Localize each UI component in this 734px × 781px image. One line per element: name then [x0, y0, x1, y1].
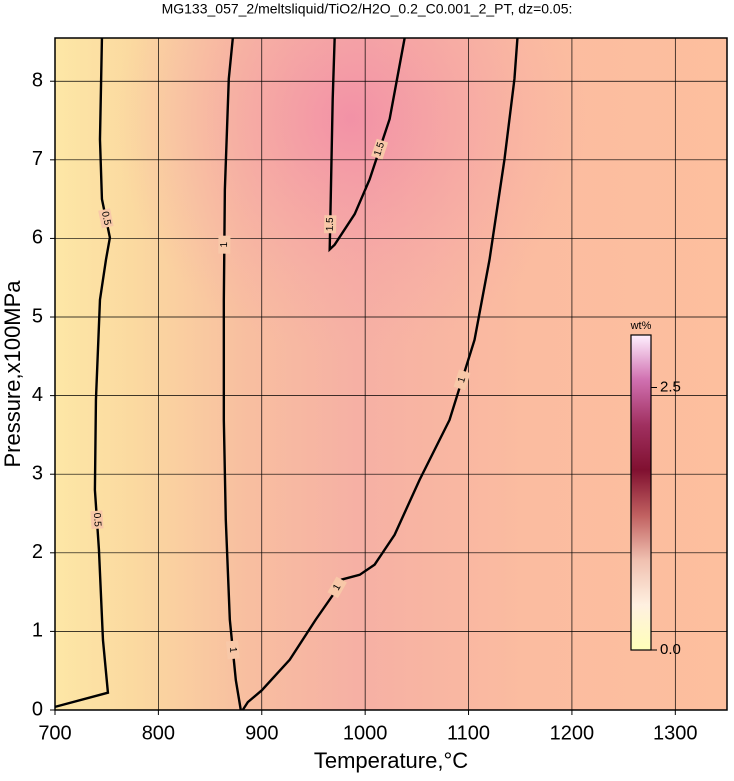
- x-tick-label: 800: [142, 722, 175, 744]
- contour-label-bg: [90, 510, 104, 530]
- colorbar-tick-label: 2.5: [660, 378, 681, 395]
- contour-label-bg: [327, 576, 347, 599]
- contour-label-bg: [98, 208, 114, 229]
- contour-label: 0.5: [99, 210, 113, 226]
- contour-label: 1.5: [372, 141, 387, 158]
- contour-label-bg: [225, 640, 240, 660]
- y-tick-label: 8: [32, 70, 43, 92]
- y-tick-label: 2: [32, 541, 43, 563]
- field-highlight: [55, 38, 727, 710]
- x-tick-label: 1200: [550, 722, 595, 744]
- contour-label-bg: [324, 215, 337, 234]
- x-tick-label: 1300: [653, 722, 698, 744]
- y-tick-label: 5: [32, 305, 43, 327]
- colorbar: [630, 334, 652, 651]
- contour-line: [222, 37, 242, 711]
- x-tick-label: 1100: [447, 722, 490, 744]
- contour-line: [241, 37, 519, 711]
- colorbar-title: wt%: [630, 320, 652, 332]
- y-tick-label: 4: [32, 384, 43, 406]
- x-axis-label: Temperature,°C: [314, 748, 468, 773]
- y-axis-label: Pressure,x100MPa: [0, 280, 25, 468]
- plot-frame: [54, 37, 728, 711]
- y-tick-label: 7: [32, 148, 43, 170]
- y-tick-label: 3: [32, 462, 43, 484]
- contour-label-bg: [218, 235, 231, 254]
- chart-title: MG133_057_2/meltsliquid/TiO2/H2O_0.2_C0.…: [162, 1, 573, 17]
- contour-label: 1.5: [325, 217, 336, 232]
- x-tick-label: 900: [245, 722, 278, 744]
- y-tick-label: 0: [32, 698, 43, 720]
- contour-label: 1: [456, 375, 468, 384]
- contour-line: [54, 37, 112, 709]
- colorbar-tick-label: 0.0: [660, 641, 681, 658]
- contour-label: 1: [227, 647, 239, 654]
- contour-label: 1: [219, 241, 230, 247]
- contour-label: 1: [331, 582, 344, 593]
- contour-line: [328, 37, 406, 253]
- y-tick-label: 1: [32, 620, 43, 642]
- x-tick-label: 700: [38, 722, 71, 744]
- contour-label: 0.5: [91, 512, 103, 527]
- contour-label-bg: [453, 369, 471, 391]
- y-tick-label: 6: [32, 227, 43, 249]
- contour-label-bg: [371, 138, 389, 160]
- x-tick-label: 1000: [343, 722, 388, 744]
